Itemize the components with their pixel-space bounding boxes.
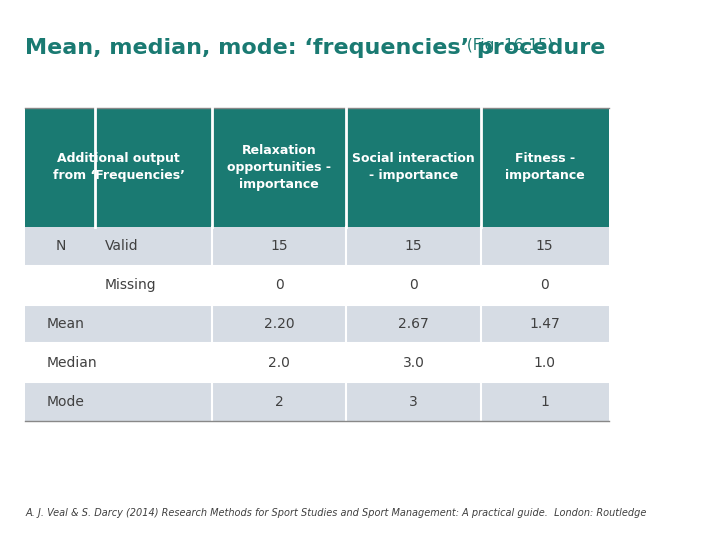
Text: 3: 3 [409, 395, 418, 409]
Text: 3.0: 3.0 [402, 356, 424, 370]
Text: 1.0: 1.0 [534, 356, 556, 370]
Text: Valid: Valid [104, 239, 138, 253]
Bar [25, 227, 609, 266]
Bar [25, 108, 609, 227]
Text: A. J. Veal & S. Darcy (2014) Research Methods for Sport Studies and Sport Manage: A. J. Veal & S. Darcy (2014) Research Me… [25, 508, 647, 518]
Text: 2.0: 2.0 [269, 356, 290, 370]
Text: Missing: Missing [104, 278, 156, 292]
Text: Mean: Mean [46, 317, 84, 331]
Text: 2.20: 2.20 [264, 317, 294, 331]
Text: 15: 15 [536, 239, 554, 253]
Text: N: N [55, 239, 66, 253]
Text: Additional output
from ‘Frequencies’: Additional output from ‘Frequencies’ [53, 152, 184, 183]
Text: 2.67: 2.67 [398, 317, 429, 331]
Text: Mode: Mode [46, 395, 84, 409]
Text: Social interaction
- importance: Social interaction - importance [352, 152, 474, 183]
Text: (Fig. 16.15): (Fig. 16.15) [462, 38, 553, 53]
Bar [25, 305, 609, 343]
Text: Relaxation
opportunities -
importance: Relaxation opportunities - importance [228, 144, 331, 191]
Text: Median: Median [46, 356, 97, 370]
Text: 0: 0 [541, 278, 549, 292]
Text: 15: 15 [405, 239, 422, 253]
Text: 15: 15 [271, 239, 288, 253]
Text: Mean, median, mode: ‘frequencies’ procedure: Mean, median, mode: ‘frequencies’ proced… [25, 38, 606, 58]
Bar [25, 343, 609, 382]
Bar [25, 266, 609, 305]
Text: 1.47: 1.47 [529, 317, 560, 331]
Text: 0: 0 [275, 278, 284, 292]
Text: 1: 1 [540, 395, 549, 409]
Text: 2: 2 [275, 395, 284, 409]
Text: 0: 0 [409, 278, 418, 292]
Text: Fitness -
importance: Fitness - importance [505, 152, 585, 183]
Bar [25, 382, 609, 421]
